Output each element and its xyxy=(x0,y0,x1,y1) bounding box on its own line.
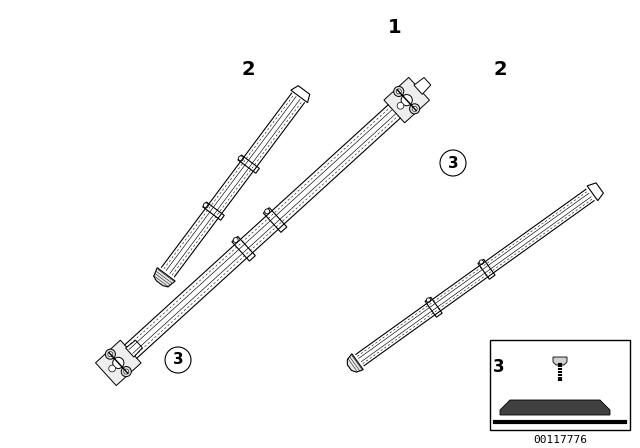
Text: 1: 1 xyxy=(388,18,402,37)
Polygon shape xyxy=(125,340,142,357)
Polygon shape xyxy=(478,259,495,279)
Text: 2: 2 xyxy=(241,60,255,79)
Polygon shape xyxy=(291,86,310,103)
Polygon shape xyxy=(232,237,255,261)
Polygon shape xyxy=(263,208,287,233)
Polygon shape xyxy=(553,357,567,365)
Polygon shape xyxy=(154,268,175,287)
Circle shape xyxy=(109,365,115,372)
Polygon shape xyxy=(348,354,364,372)
Circle shape xyxy=(426,298,431,302)
Circle shape xyxy=(108,352,113,357)
Circle shape xyxy=(410,104,420,114)
Circle shape xyxy=(440,150,466,176)
Polygon shape xyxy=(500,400,610,415)
Polygon shape xyxy=(414,78,431,95)
Text: 3: 3 xyxy=(173,353,183,367)
Text: 3: 3 xyxy=(448,155,458,171)
Bar xyxy=(490,340,630,430)
Circle shape xyxy=(113,357,124,368)
Text: 3: 3 xyxy=(493,358,504,376)
Circle shape xyxy=(265,209,269,214)
Text: 2: 2 xyxy=(493,60,507,79)
Text: 00117776: 00117776 xyxy=(533,435,587,445)
Polygon shape xyxy=(238,155,259,173)
Circle shape xyxy=(204,203,208,208)
Circle shape xyxy=(233,237,238,242)
Polygon shape xyxy=(425,297,442,317)
Circle shape xyxy=(239,156,243,161)
Circle shape xyxy=(121,366,131,377)
Circle shape xyxy=(396,89,401,94)
Circle shape xyxy=(106,349,115,359)
Polygon shape xyxy=(95,340,141,386)
Polygon shape xyxy=(203,202,224,220)
Circle shape xyxy=(401,95,412,106)
Circle shape xyxy=(165,347,191,373)
Circle shape xyxy=(394,86,404,96)
Polygon shape xyxy=(587,183,604,201)
Circle shape xyxy=(124,369,129,374)
Circle shape xyxy=(412,106,417,112)
Circle shape xyxy=(397,103,404,109)
Polygon shape xyxy=(384,78,429,123)
Circle shape xyxy=(479,260,484,264)
